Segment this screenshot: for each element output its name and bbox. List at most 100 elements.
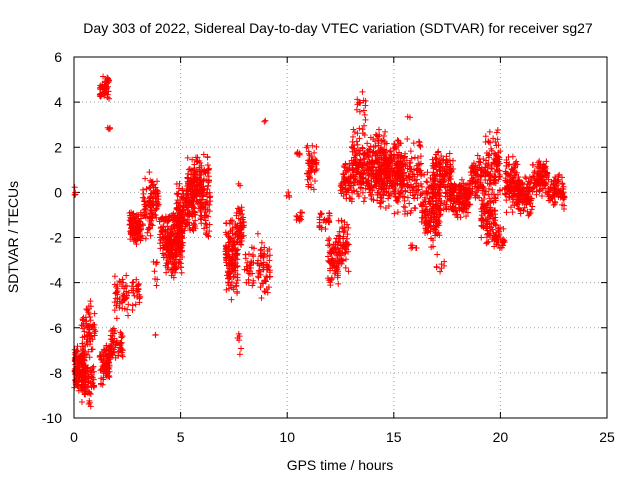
data-point xyxy=(224,268,231,275)
data-point xyxy=(422,210,429,217)
data-point xyxy=(432,156,439,163)
data-point xyxy=(516,185,523,192)
data-point xyxy=(338,260,345,267)
data-point xyxy=(223,286,230,293)
data-point xyxy=(463,213,470,220)
data-point xyxy=(125,301,132,308)
data-point xyxy=(404,210,411,217)
data-point xyxy=(71,184,78,191)
data-point xyxy=(258,239,265,246)
data-point xyxy=(495,142,502,149)
data-point xyxy=(533,191,540,198)
data-point xyxy=(255,269,262,276)
data-point xyxy=(124,306,131,313)
data-point xyxy=(477,159,484,166)
data-point xyxy=(353,138,360,145)
data-point xyxy=(350,126,357,133)
data-point xyxy=(433,210,440,217)
data-point xyxy=(338,190,345,197)
data-point xyxy=(361,194,368,201)
data-point xyxy=(90,368,97,375)
data-point xyxy=(234,224,241,231)
data-point xyxy=(168,232,175,239)
data-point xyxy=(529,203,536,210)
data-point xyxy=(457,214,464,221)
data-point xyxy=(529,188,536,195)
data-point xyxy=(361,155,368,162)
data-point xyxy=(543,158,550,165)
data-point xyxy=(427,223,434,230)
data-point xyxy=(409,192,416,199)
data-point xyxy=(549,186,556,193)
data-point xyxy=(450,194,457,201)
data-point xyxy=(432,219,439,226)
data-point xyxy=(153,187,160,194)
data-point xyxy=(432,175,439,182)
data-point xyxy=(484,227,491,234)
data-point xyxy=(151,268,158,275)
data-point xyxy=(242,255,249,262)
data-point xyxy=(383,156,390,163)
data-point xyxy=(147,177,154,184)
data-point xyxy=(334,274,341,281)
data-point xyxy=(508,165,515,172)
data-point xyxy=(371,161,378,168)
data-point xyxy=(131,292,138,299)
data-point xyxy=(149,222,156,229)
data-point xyxy=(136,227,143,234)
data-point xyxy=(205,182,212,189)
data-point xyxy=(441,176,447,183)
data-point xyxy=(561,202,568,209)
data-point xyxy=(369,152,376,159)
data-point xyxy=(80,317,87,324)
data-point xyxy=(327,277,334,284)
data-point xyxy=(526,200,533,207)
data-point xyxy=(335,280,342,287)
data-point xyxy=(374,136,381,143)
data-point xyxy=(497,186,504,193)
y-tick-label: 2 xyxy=(54,139,62,155)
chart-title: Day 303 of 2022, Sidereal Day-to-day VTE… xyxy=(83,20,593,36)
data-point xyxy=(335,217,342,224)
data-point xyxy=(337,242,344,249)
data-point xyxy=(234,256,241,263)
data-point xyxy=(435,222,442,229)
data-point xyxy=(374,174,381,181)
data-point xyxy=(146,185,153,192)
data-point xyxy=(355,193,362,200)
data-point xyxy=(285,189,292,196)
data-point xyxy=(197,176,204,183)
data-point xyxy=(489,210,496,217)
data-point xyxy=(229,225,236,232)
data-point xyxy=(260,280,267,287)
data-point xyxy=(286,192,293,199)
data-point xyxy=(88,372,95,379)
data-point xyxy=(109,351,116,358)
data-point xyxy=(514,201,521,208)
data-point xyxy=(399,184,406,191)
data-point xyxy=(141,213,148,220)
data-point xyxy=(325,253,332,260)
data-point xyxy=(522,174,529,181)
data-point xyxy=(197,215,204,222)
data-point xyxy=(136,291,143,298)
data-point xyxy=(429,205,436,212)
data-point xyxy=(415,160,422,167)
data-point xyxy=(204,162,211,169)
data-point xyxy=(422,203,429,210)
data-point xyxy=(503,170,510,177)
data-point xyxy=(376,200,383,207)
data-point xyxy=(492,151,499,158)
data-point xyxy=(460,180,467,187)
data-point xyxy=(147,232,154,239)
data-point xyxy=(129,211,136,218)
data-point xyxy=(197,203,204,210)
data-point xyxy=(342,249,349,256)
data-point xyxy=(506,188,513,195)
data-point xyxy=(80,371,87,378)
data-point xyxy=(555,172,562,179)
data-point xyxy=(332,239,339,246)
data-point xyxy=(229,247,236,254)
data-point xyxy=(410,185,417,192)
data-point xyxy=(376,162,383,169)
